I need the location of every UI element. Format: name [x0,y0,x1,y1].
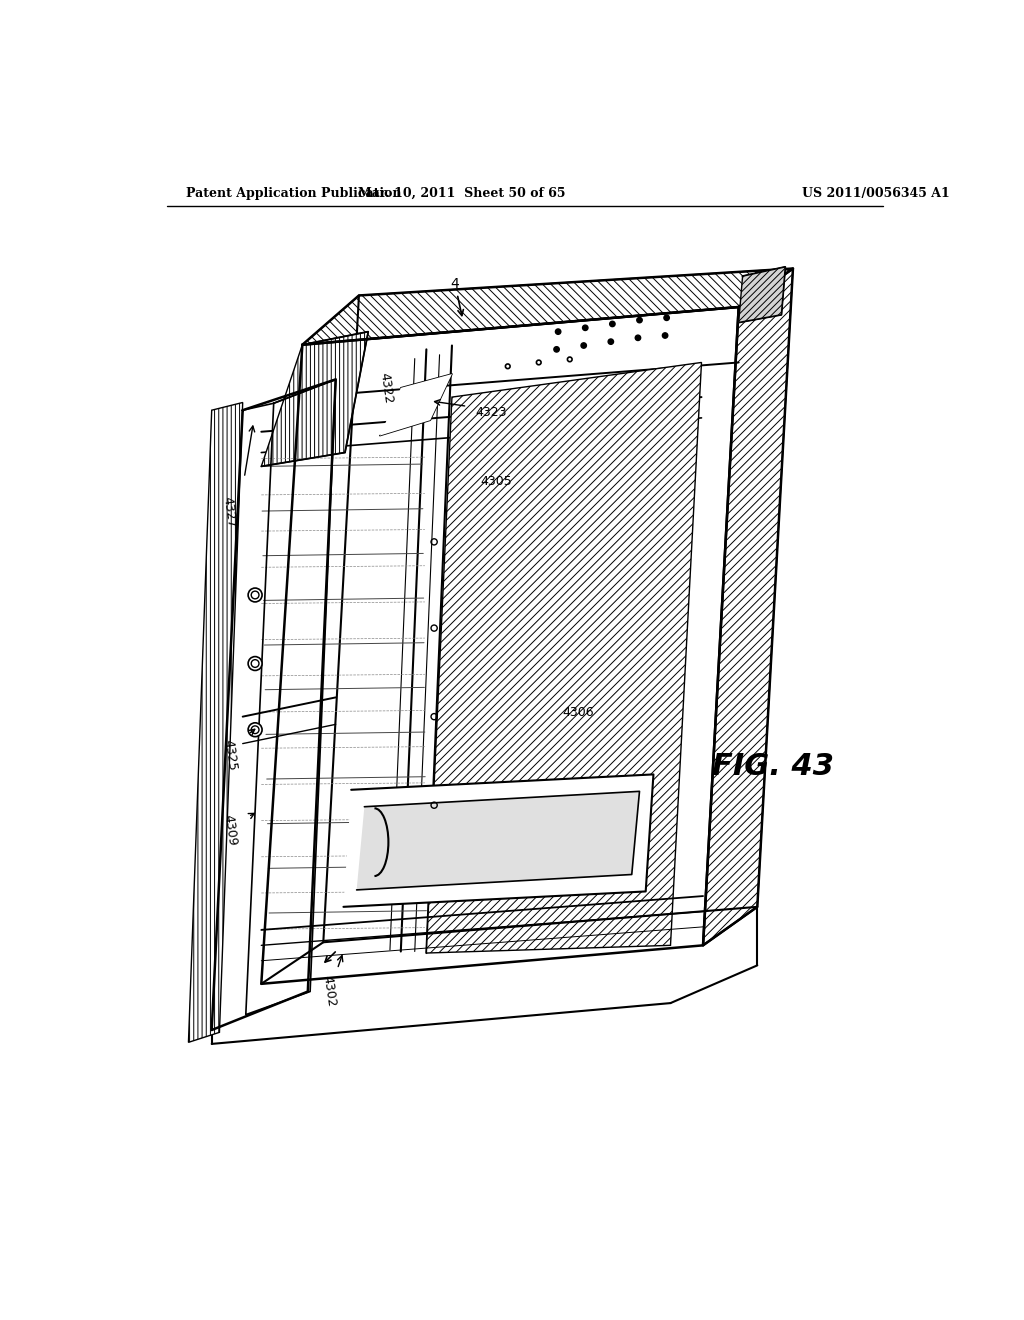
Polygon shape [703,268,793,945]
Text: 4306: 4306 [562,706,594,719]
Text: 4: 4 [451,277,464,315]
Circle shape [637,317,642,323]
Polygon shape [261,331,369,466]
Polygon shape [703,268,793,945]
Polygon shape [188,403,243,1043]
Circle shape [663,333,668,338]
Circle shape [608,339,613,345]
Text: 4322: 4322 [378,371,394,404]
Circle shape [583,325,588,330]
Circle shape [635,335,641,341]
Circle shape [581,343,587,348]
Circle shape [554,347,559,352]
Text: 4325: 4325 [221,739,239,772]
Polygon shape [261,907,758,983]
Circle shape [248,723,262,737]
Polygon shape [261,331,369,466]
Polygon shape [343,775,653,907]
Circle shape [248,656,262,671]
Circle shape [609,321,615,326]
Text: 4309: 4309 [221,813,239,846]
Polygon shape [738,267,785,322]
Polygon shape [356,792,640,890]
Circle shape [248,589,262,602]
Text: US 2011/0056345 A1: US 2011/0056345 A1 [802,186,950,199]
Polygon shape [261,308,738,983]
Polygon shape [212,379,336,1030]
Polygon shape [426,363,701,953]
Polygon shape [380,374,452,436]
Polygon shape [302,268,793,345]
Text: FIG. 43: FIG. 43 [712,752,834,781]
Text: 4327: 4327 [220,496,238,529]
Polygon shape [738,267,785,322]
Text: Patent Application Publication: Patent Application Publication [186,186,401,199]
Text: 4302: 4302 [321,975,338,1008]
Circle shape [664,315,670,321]
Text: Mar. 10, 2011  Sheet 50 of 65: Mar. 10, 2011 Sheet 50 of 65 [357,186,565,199]
Circle shape [555,329,561,334]
Polygon shape [188,403,243,1043]
Text: 4305: 4305 [480,475,512,488]
Text: 4323: 4323 [475,407,507,418]
Polygon shape [426,363,701,953]
Polygon shape [302,268,793,345]
